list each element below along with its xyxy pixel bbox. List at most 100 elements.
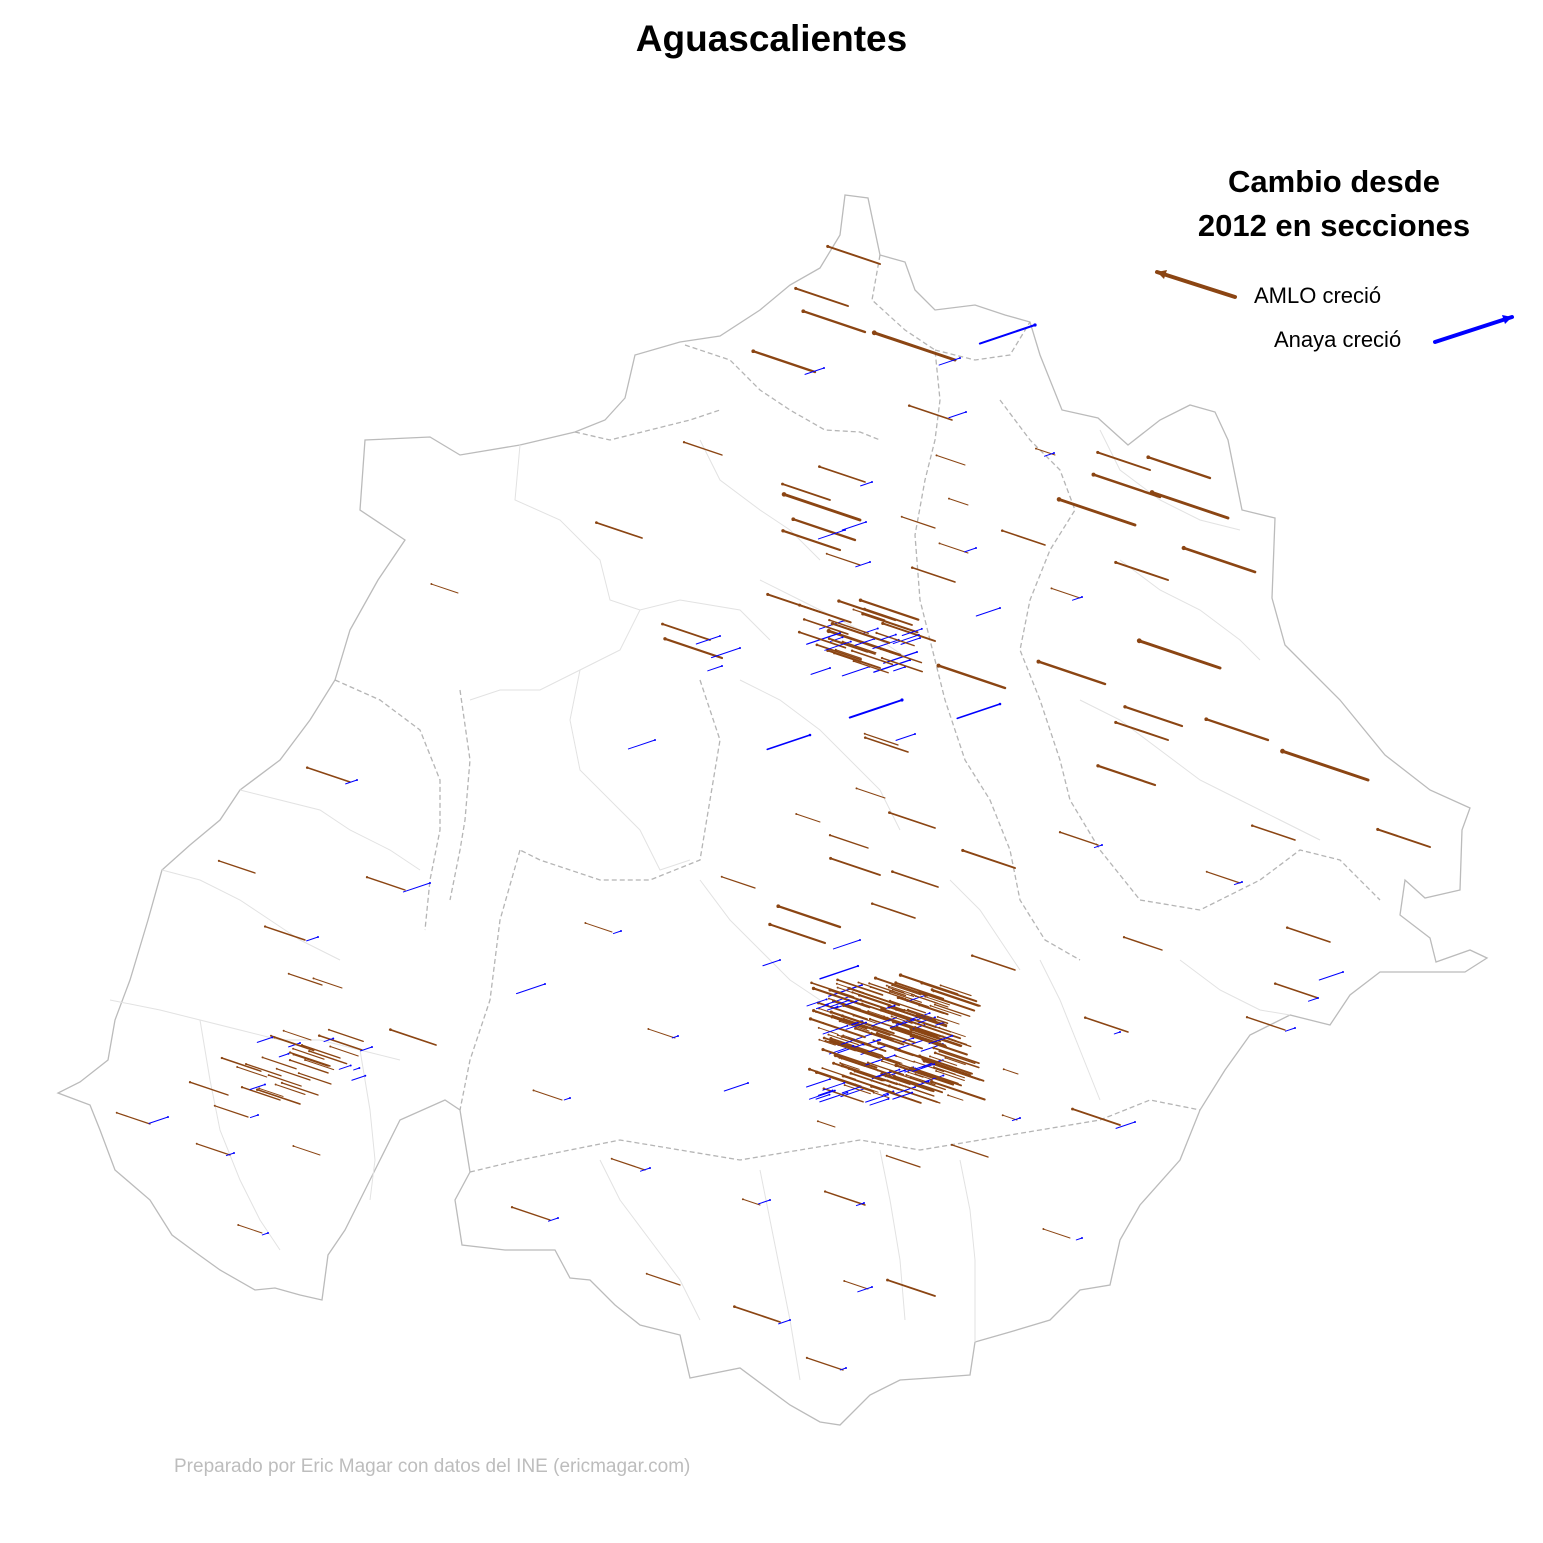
amlo-arrowhead bbox=[905, 1074, 907, 1076]
anaya-arrowhead bbox=[911, 1092, 913, 1094]
anaya-arrowhead bbox=[834, 1090, 836, 1092]
anaya-arrow bbox=[820, 966, 858, 979]
section-border bbox=[1040, 960, 1100, 1100]
amlo-arrowhead bbox=[848, 987, 851, 990]
amlo-arrowhead bbox=[870, 1085, 873, 1088]
amlo-arrowhead bbox=[214, 1105, 216, 1107]
anaya-arrowhead bbox=[350, 1064, 352, 1066]
amlo-arrowhead bbox=[951, 1144, 953, 1146]
amlo-arrow bbox=[1073, 1109, 1121, 1125]
amlo-arrow bbox=[1125, 707, 1182, 726]
anaya-arrowhead bbox=[544, 983, 546, 985]
section-border bbox=[515, 445, 770, 640]
anaya-arrowhead bbox=[829, 667, 831, 669]
anaya-arrowhead bbox=[267, 1232, 269, 1234]
amlo-arrowhead bbox=[810, 982, 813, 985]
anaya-arrow bbox=[816, 1005, 827, 1009]
anaya-arrow bbox=[712, 648, 741, 658]
amlo-arrowhead bbox=[938, 1050, 940, 1052]
amlo-arrowhead bbox=[836, 983, 838, 985]
amlo-arrowhead bbox=[1096, 764, 1099, 767]
amlo-arrowhead bbox=[944, 1057, 946, 1059]
amlo-arrowhead bbox=[1123, 936, 1125, 938]
amlo-arrowhead bbox=[663, 637, 666, 640]
amlo-arrow bbox=[948, 1095, 963, 1100]
anaya-arrowhead bbox=[951, 1035, 953, 1037]
amlo-arrow bbox=[937, 455, 966, 465]
amlo-arrow bbox=[909, 406, 952, 420]
amlo-arrowhead bbox=[262, 1056, 264, 1058]
amlo-arrowhead bbox=[292, 1053, 294, 1055]
anaya-arrow bbox=[767, 735, 810, 749]
amlo-arrowhead bbox=[1037, 660, 1041, 664]
amlo-arrowhead bbox=[835, 649, 837, 651]
anaya-arrowhead bbox=[654, 739, 656, 741]
amlo-arrow bbox=[818, 1121, 835, 1127]
anaya-arrowhead bbox=[649, 1167, 651, 1169]
amlo-arrowhead bbox=[931, 988, 934, 991]
anaya-arrowhead bbox=[894, 1005, 896, 1007]
municipal-border bbox=[935, 322, 1030, 360]
anaya-arrow bbox=[628, 740, 655, 749]
amlo-arrowhead bbox=[948, 498, 950, 500]
anaya-arrowhead bbox=[264, 1083, 266, 1085]
amlo-arrowhead bbox=[826, 553, 828, 555]
amlo-arrowhead bbox=[270, 1035, 272, 1037]
anaya-arrowhead bbox=[1033, 323, 1036, 326]
amlo-arrow bbox=[734, 1307, 780, 1322]
amlo-arrowhead bbox=[781, 529, 784, 532]
anaya-arrowhead bbox=[332, 1037, 334, 1039]
amlo-arrowhead bbox=[766, 593, 769, 596]
amlo-arrow bbox=[305, 1060, 334, 1070]
anaya-arrowhead bbox=[965, 411, 967, 413]
amlo-arrowhead bbox=[827, 1034, 829, 1036]
amlo-arrowhead bbox=[837, 599, 840, 602]
anaya-arrowhead bbox=[865, 1022, 867, 1024]
anaya-arrow bbox=[842, 522, 866, 530]
anaya-arrowhead bbox=[287, 1053, 289, 1055]
amlo-arrow bbox=[881, 649, 921, 663]
anaya-arrowhead bbox=[769, 1199, 771, 1201]
amlo-arrowhead bbox=[881, 1060, 883, 1062]
legend-anaya-label: Anaya creció bbox=[1274, 327, 1401, 353]
anaya-arrowhead bbox=[859, 939, 861, 941]
anaya-arrowhead bbox=[829, 1078, 831, 1080]
amlo-arrowhead bbox=[1137, 638, 1142, 643]
amlo-arrow bbox=[1098, 452, 1150, 470]
amlo-arrow bbox=[647, 1274, 680, 1285]
amlo-arrow bbox=[874, 333, 955, 360]
section-border bbox=[200, 1020, 280, 1250]
section-border bbox=[360, 1050, 375, 1200]
amlo-arrowhead bbox=[1146, 455, 1150, 459]
anaya-arrow bbox=[807, 633, 840, 644]
amlo-arrowhead bbox=[829, 857, 832, 860]
anaya-arrow bbox=[361, 1047, 372, 1051]
amlo-arrow bbox=[257, 1090, 300, 1104]
amlo-arrowhead bbox=[1376, 828, 1379, 831]
amlo-arrow bbox=[246, 1064, 281, 1076]
amlo-arrowhead bbox=[533, 1089, 535, 1091]
amlo-arrowhead bbox=[937, 664, 941, 668]
anaya-arrowhead bbox=[317, 936, 319, 938]
amlo-arrow bbox=[512, 1207, 550, 1220]
anaya-arrowhead bbox=[233, 1152, 235, 1154]
amlo-arrowhead bbox=[888, 1085, 891, 1088]
amlo-arrowhead bbox=[842, 1004, 845, 1007]
anaya-arrow bbox=[896, 734, 915, 740]
amlo-arrowhead bbox=[829, 1041, 831, 1043]
amlo-arrow bbox=[302, 1045, 340, 1058]
amlo-arrow bbox=[307, 768, 350, 782]
anaya-arrow bbox=[861, 482, 872, 486]
amlo-arrow bbox=[963, 850, 1015, 868]
amlo-arrow bbox=[238, 1225, 262, 1233]
amlo-arrowhead bbox=[864, 733, 866, 735]
amlo-arrow bbox=[1152, 492, 1228, 518]
amlo-arrow bbox=[1139, 641, 1220, 668]
amlo-arrowhead bbox=[880, 648, 882, 650]
amlo-arrowhead bbox=[861, 612, 864, 615]
amlo-arrow bbox=[290, 1060, 328, 1073]
amlo-arrowhead bbox=[292, 1145, 294, 1147]
anaya-arrowhead bbox=[887, 1098, 889, 1100]
amlo-arrowhead bbox=[857, 981, 859, 983]
amlo-arrowhead bbox=[817, 1120, 819, 1122]
